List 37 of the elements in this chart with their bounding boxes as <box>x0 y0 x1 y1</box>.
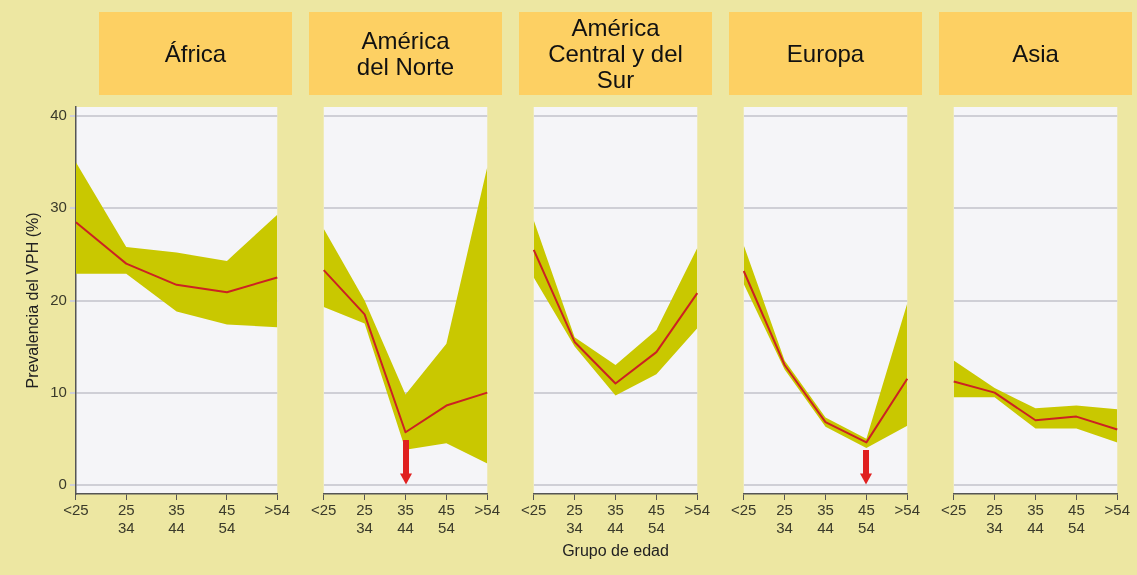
x-axis-title: Grupo de edad <box>561 542 670 560</box>
x-tick-label: 45 54 <box>1068 501 1085 537</box>
x-tick-label: >54 <box>684 501 710 519</box>
x-tick-label: >54 <box>1104 501 1130 519</box>
x-tick-label: 35 44 <box>817 501 834 537</box>
y-axis-title: Prevalencia del VPH (%) <box>24 212 42 389</box>
x-tick-label: 45 54 <box>438 501 455 537</box>
x-tick-label: 45 54 <box>648 501 665 537</box>
x-tick-label: >54 <box>264 501 290 519</box>
chart-title: Europa <box>786 39 865 67</box>
y-tick-label: 10 <box>50 382 67 400</box>
x-tick-label: 35 44 <box>1027 501 1044 537</box>
x-tick-label: 25 34 <box>776 501 793 537</box>
x-tick-label: >54 <box>894 501 920 519</box>
chart-title: África <box>164 39 227 67</box>
y-tick-label: 30 <box>50 198 67 216</box>
x-tick-label: <25 <box>941 501 967 519</box>
x-tick-label: 25 34 <box>117 501 135 537</box>
x-tick-label: 25 34 <box>566 501 583 537</box>
chart-title: América Central y del Sur <box>548 13 683 93</box>
y-tick-label: 40 <box>50 106 67 124</box>
x-tick-label: >54 <box>474 501 500 519</box>
chart-title: América del Norte <box>356 26 455 80</box>
y-tick-label: 0 <box>58 474 67 492</box>
x-tick-label: 35 44 <box>607 501 624 537</box>
x-tick-label: <25 <box>731 501 757 519</box>
x-tick-label: 35 44 <box>168 501 185 537</box>
x-tick-label: 25 34 <box>356 501 373 537</box>
x-tick-label: 35 44 <box>397 501 414 537</box>
x-tick-label: <25 <box>63 501 89 519</box>
chart-title: Asia <box>1012 39 1059 67</box>
x-tick-label: <25 <box>311 501 337 519</box>
x-tick-label: 45 54 <box>218 501 236 537</box>
x-tick-label: 25 34 <box>986 501 1003 537</box>
x-tick-label: 45 54 <box>858 501 875 537</box>
x-tick-label: <25 <box>521 501 547 519</box>
y-tick-label: 20 <box>50 290 67 308</box>
